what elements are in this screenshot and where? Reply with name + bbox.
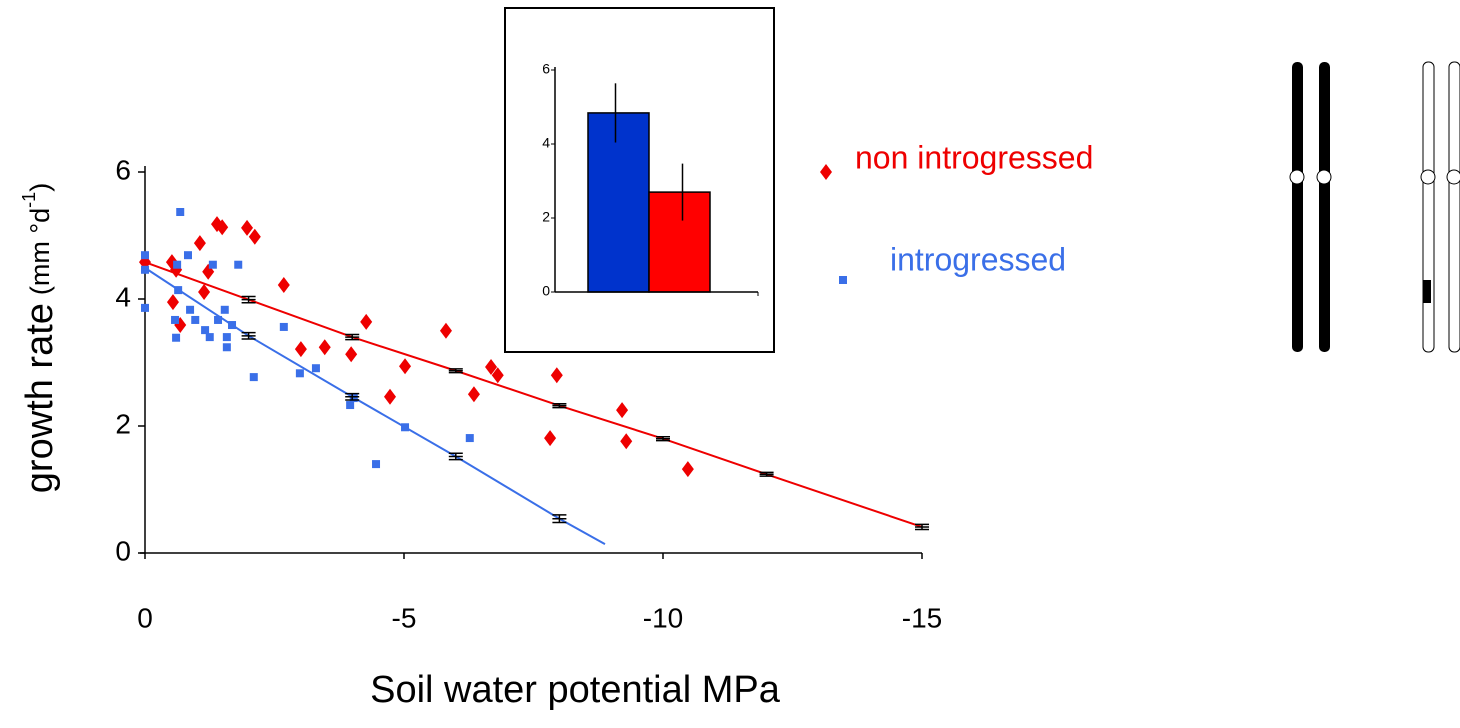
error-bar (345, 392, 360, 401)
fit-line (144, 261, 923, 528)
point (174, 286, 183, 295)
error-bar (448, 368, 463, 374)
legend-marker (820, 164, 832, 180)
y-tick-label: 0 (542, 283, 550, 299)
point (349, 394, 358, 403)
y-tick-label: 0 (115, 535, 131, 566)
point (191, 315, 200, 324)
point (277, 277, 290, 294)
centromere (1316, 169, 1332, 185)
chromosome (1319, 62, 1330, 352)
centromere (1446, 169, 1460, 185)
introgression (1423, 280, 1431, 303)
y-axis-units-end: ) (25, 183, 55, 192)
point (208, 260, 217, 269)
point (467, 386, 480, 403)
legend-label: non introgressed (855, 139, 1093, 175)
error-bar (552, 514, 567, 524)
point (384, 388, 397, 405)
point (173, 260, 182, 269)
point (193, 235, 206, 252)
point (205, 333, 214, 342)
bar (648, 191, 711, 293)
y-axis-title: growth rate (mm °d-1) (19, 183, 61, 493)
point (214, 315, 223, 324)
point (166, 294, 179, 311)
point (201, 326, 210, 335)
point (485, 358, 498, 375)
point (198, 284, 211, 301)
x-tick-label: -15 (902, 602, 942, 633)
point (248, 228, 261, 245)
error-bar (552, 403, 567, 409)
point (491, 367, 504, 384)
point (399, 358, 412, 375)
point (228, 321, 237, 330)
error-bar (656, 436, 670, 442)
point (295, 369, 304, 378)
point (465, 434, 474, 443)
point (222, 333, 231, 342)
point (620, 433, 633, 450)
point (279, 322, 288, 331)
chromosome (1422, 61, 1435, 353)
point (318, 339, 331, 356)
point (216, 219, 229, 236)
point (439, 322, 452, 339)
point (311, 364, 320, 373)
y-tick-label: 4 (542, 135, 550, 151)
point (186, 305, 195, 314)
point (241, 219, 254, 236)
point (176, 208, 185, 217)
point (141, 251, 149, 260)
point (550, 367, 563, 384)
point (220, 305, 229, 314)
y-tick-label: 2 (115, 408, 131, 439)
point (172, 333, 181, 342)
point (401, 423, 410, 432)
y-tick-label: 2 (542, 209, 550, 225)
y-tick-label: 6 (542, 61, 550, 77)
error-bar (241, 331, 256, 340)
point (249, 373, 258, 382)
error-bar (759, 471, 774, 477)
chromosome (1448, 61, 1460, 353)
error-bar (345, 333, 360, 341)
point (372, 460, 381, 469)
y-tick-label: 6 (115, 154, 131, 185)
point (294, 341, 307, 358)
legend-marker (839, 276, 847, 284)
legend-label: introgressed (890, 241, 1066, 277)
centromere (1289, 169, 1305, 185)
point (141, 265, 149, 274)
point (171, 315, 180, 324)
point (141, 303, 149, 312)
error-bar (241, 295, 256, 304)
y-axis-title-main: growth rate (19, 303, 61, 493)
point (346, 401, 355, 410)
x-axis-title: Soil water potential MPa (370, 669, 781, 711)
y-axis-units: (mm °d (25, 208, 55, 295)
bar (587, 112, 650, 293)
chromosomes (1289, 61, 1460, 353)
point (222, 343, 231, 352)
chromosome (1292, 62, 1303, 352)
y-tick-label: 4 (115, 281, 131, 312)
x-tick-label: -5 (392, 602, 417, 633)
point (183, 251, 192, 260)
x-tick-label: 0 (137, 602, 153, 633)
point (616, 402, 629, 419)
point (234, 260, 243, 269)
error-bar (448, 452, 463, 461)
x-tick-label: -10 (643, 602, 683, 633)
point (360, 313, 373, 330)
point (345, 346, 358, 363)
error-bar (915, 523, 929, 531)
centromere (1420, 169, 1436, 185)
point (681, 461, 694, 478)
y-axis-units-sup: -1 (19, 192, 39, 208)
point (544, 430, 557, 447)
